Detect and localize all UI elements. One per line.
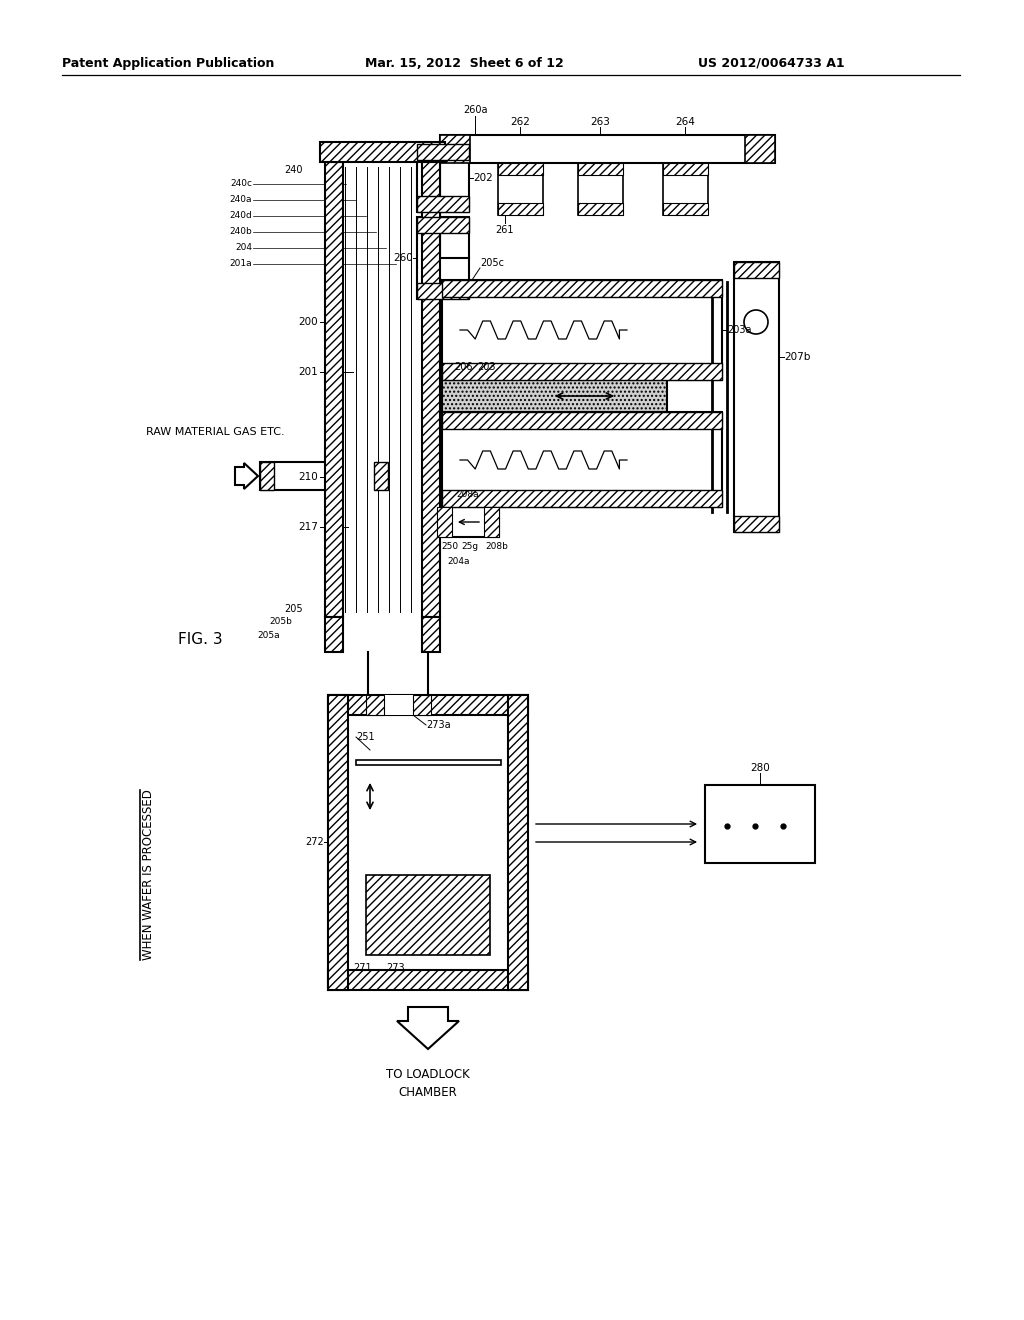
Text: TO LOADLOCK
CHAMBER: TO LOADLOCK CHAMBER [386, 1068, 470, 1100]
Bar [422, 616, 440, 652]
Bar [440, 135, 775, 162]
Bar [663, 203, 708, 215]
Text: 208a: 208a [457, 490, 479, 499]
Bar [578, 203, 623, 215]
Text: 203a: 203a [727, 325, 752, 335]
Bar [442, 280, 722, 380]
Bar [325, 616, 343, 652]
Bar [578, 162, 623, 215]
Text: 202: 202 [473, 173, 493, 183]
Bar [348, 715, 508, 970]
Bar [328, 696, 348, 990]
Bar [366, 696, 384, 715]
Bar [498, 162, 543, 176]
Text: WHEN WAFER IS PROCESSED: WHEN WAFER IS PROCESSED [141, 789, 155, 961]
Text: 240a: 240a [229, 195, 252, 205]
Bar [325, 162, 343, 616]
Text: 203: 203 [477, 362, 496, 372]
Bar [484, 507, 499, 537]
Text: 205c: 205c [480, 257, 504, 268]
Text: 217: 217 [298, 521, 318, 532]
Bar [734, 261, 779, 532]
Bar [417, 216, 469, 300]
Text: 273a: 273a [426, 719, 451, 730]
Text: 205: 205 [285, 605, 303, 614]
Text: 271: 271 [353, 964, 372, 973]
Text: FIG. 3: FIG. 3 [178, 632, 222, 648]
Text: 208b: 208b [485, 543, 509, 550]
Bar [417, 282, 469, 300]
Text: Mar. 15, 2012  Sheet 6 of 12: Mar. 15, 2012 Sheet 6 of 12 [365, 57, 564, 70]
FancyArrow shape [397, 1007, 459, 1049]
Bar [663, 162, 708, 176]
Bar [442, 280, 722, 297]
Text: RAW MATERIAL GAS ETC.: RAW MATERIAL GAS ETC. [145, 426, 285, 437]
Text: 207b: 207b [784, 352, 810, 362]
Text: 260a: 260a [463, 106, 487, 115]
Text: 200: 200 [298, 317, 318, 327]
Text: 205a: 205a [257, 631, 280, 639]
Bar [374, 462, 388, 490]
Bar [417, 195, 469, 213]
Bar [745, 135, 775, 162]
Bar [705, 785, 815, 863]
Text: 250: 250 [441, 543, 459, 550]
Bar [442, 490, 722, 507]
Text: 260: 260 [393, 253, 413, 263]
Text: 240c: 240c [230, 180, 252, 189]
Text: 251: 251 [356, 733, 375, 742]
Bar [417, 144, 469, 160]
Bar [328, 696, 528, 715]
Bar [734, 261, 779, 279]
Bar [260, 462, 274, 490]
Text: 205b: 205b [269, 618, 292, 627]
Text: 263: 263 [590, 117, 610, 127]
Bar [440, 135, 470, 162]
Text: 240b: 240b [229, 227, 252, 236]
Bar [578, 162, 623, 176]
Text: 273: 273 [386, 964, 404, 973]
Bar [413, 696, 431, 715]
Bar [356, 760, 501, 766]
Text: 240: 240 [285, 165, 303, 176]
Text: 201: 201 [298, 367, 318, 378]
Text: 240d: 240d [229, 211, 252, 220]
Bar [663, 162, 708, 215]
Bar [417, 216, 469, 234]
Text: 210: 210 [298, 473, 318, 482]
Bar [442, 412, 722, 507]
Bar [319, 143, 445, 162]
Bar [422, 162, 440, 616]
Bar [734, 516, 779, 532]
Bar [437, 507, 499, 537]
Bar [343, 162, 422, 616]
Bar [417, 144, 469, 213]
Bar [442, 380, 667, 412]
Bar [498, 203, 543, 215]
Text: 262: 262 [510, 117, 530, 127]
Text: US 2012/0064733 A1: US 2012/0064733 A1 [698, 57, 845, 70]
Bar [498, 162, 543, 215]
FancyArrow shape [234, 463, 258, 488]
Text: 204a: 204a [447, 557, 469, 566]
Bar [508, 696, 528, 990]
Text: 272: 272 [305, 837, 324, 847]
Text: 25g: 25g [462, 543, 478, 550]
Text: Patent Application Publication: Patent Application Publication [62, 57, 274, 70]
Text: 204: 204 [234, 243, 252, 252]
Bar [366, 875, 490, 954]
Text: 206: 206 [454, 362, 472, 372]
Text: 264: 264 [675, 117, 695, 127]
Text: 201a: 201a [229, 260, 252, 268]
Text: 280: 280 [751, 763, 770, 774]
Bar [437, 507, 452, 537]
Bar [260, 462, 327, 490]
Text: 261: 261 [496, 224, 514, 235]
Bar [442, 363, 722, 380]
Bar [328, 970, 528, 990]
Bar [442, 412, 722, 429]
Bar [366, 696, 431, 715]
